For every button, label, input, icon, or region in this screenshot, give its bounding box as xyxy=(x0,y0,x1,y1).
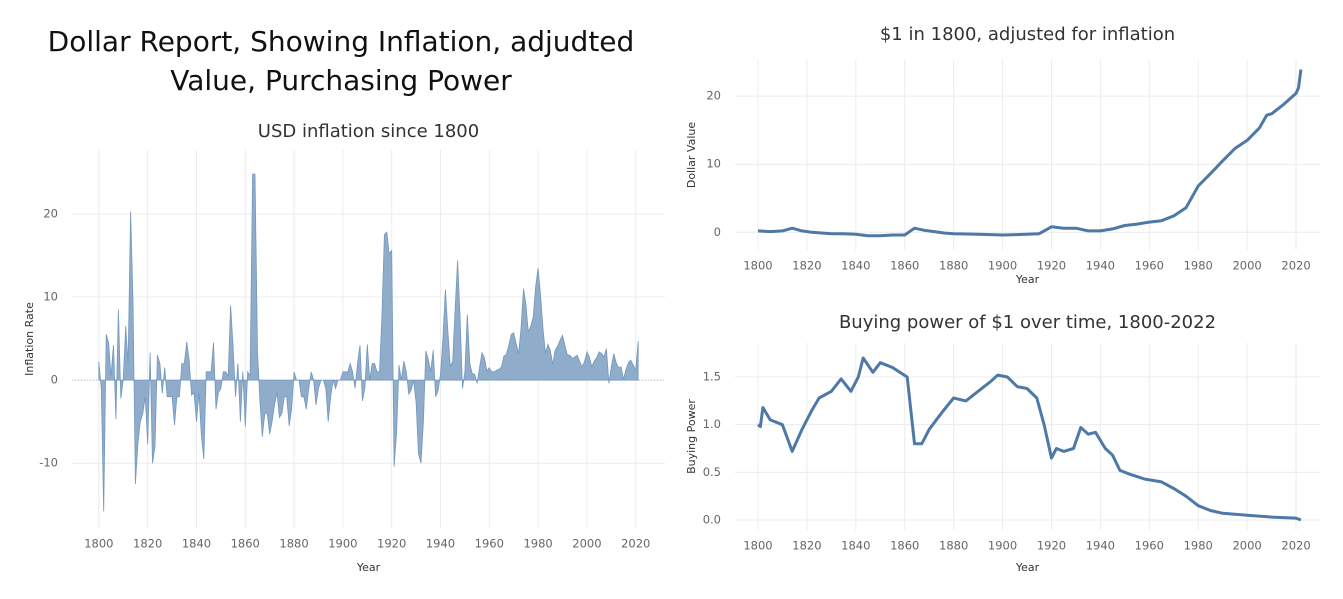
y-axis-label: Inflation Rate xyxy=(23,302,36,376)
x-tick-label: 1960 xyxy=(1135,539,1164,553)
chart-title: USD inflation since 1800 xyxy=(258,121,479,142)
x-tick-label: 1880 xyxy=(279,537,308,551)
x-tick-label: 1800 xyxy=(743,259,772,273)
x-axis-label: Year xyxy=(1015,561,1040,574)
line xyxy=(757,356,1302,522)
x-tick-label: 2000 xyxy=(572,537,601,551)
y-tick-label: 0 xyxy=(51,373,58,387)
line xyxy=(757,69,1303,238)
y-tick-label: 0.5 xyxy=(703,465,721,479)
y-tick-label: 10 xyxy=(706,157,721,171)
y-tick-label: 20 xyxy=(43,206,58,220)
x-tick-label: 1920 xyxy=(377,537,406,551)
x-tick-label: 1820 xyxy=(133,537,162,551)
x-tick-label: 2000 xyxy=(1232,259,1261,273)
chart-title: $1 in 1800, adjusted for inflation xyxy=(880,24,1175,45)
x-tick-label: 1860 xyxy=(890,539,919,553)
x-axis-label: Year xyxy=(356,561,381,574)
x-tick-label: 2020 xyxy=(1281,539,1310,553)
x-tick-label: 1920 xyxy=(1037,539,1066,553)
y-axis-label: Dollar Value xyxy=(685,122,698,189)
x-tick-label: 1880 xyxy=(939,539,968,553)
x-tick-label: 1900 xyxy=(328,537,357,551)
x-axis-label: Year xyxy=(1015,273,1040,286)
x-tick-label: 1900 xyxy=(988,259,1017,273)
x-tick-label: 2020 xyxy=(1281,259,1310,273)
x-tick-label: 1840 xyxy=(841,259,870,273)
dashboard-title: Dollar Report, Showing Inflation, adjudt… xyxy=(47,25,635,97)
x-tick-label: 1940 xyxy=(426,537,455,551)
y-tick-label: 0 xyxy=(714,225,721,239)
y-tick-label: 20 xyxy=(706,89,721,103)
y-tick-label: 1.5 xyxy=(703,370,721,384)
x-tick-label: 1820 xyxy=(792,259,821,273)
x-tick-label: 1980 xyxy=(523,537,552,551)
x-tick-label: 1800 xyxy=(743,539,772,553)
x-tick-label: 2000 xyxy=(1232,539,1261,553)
x-tick-label: 1980 xyxy=(1184,539,1213,553)
x-tick-label: 1920 xyxy=(1037,259,1066,273)
x-tick-label: 1900 xyxy=(988,539,1017,553)
y-tick-label: 10 xyxy=(43,290,58,304)
x-tick-label: 1940 xyxy=(1086,539,1115,553)
y-tick-label: -10 xyxy=(39,456,58,470)
y-tick-label: 0.0 xyxy=(703,512,721,526)
x-tick-label: 1840 xyxy=(841,539,870,553)
x-tick-label: 1860 xyxy=(890,259,919,273)
x-tick-label: 1800 xyxy=(84,537,113,551)
x-tick-label: 1880 xyxy=(939,259,968,273)
x-tick-label: 1940 xyxy=(1086,259,1115,273)
x-tick-label: 1820 xyxy=(792,539,821,553)
x-tick-label: 1860 xyxy=(231,537,260,551)
area xyxy=(98,173,639,512)
x-tick-label: 1960 xyxy=(475,537,504,551)
x-tick-label: 1840 xyxy=(182,537,211,551)
x-tick-label: 1980 xyxy=(1184,259,1213,273)
y-axis-label: Buying Power xyxy=(685,399,698,474)
chart-title: Buying power of $1 over time, 1800-2022 xyxy=(839,312,1216,333)
x-tick-label: 1960 xyxy=(1135,259,1164,273)
y-tick-label: 1.0 xyxy=(703,417,721,431)
x-tick-label: 2020 xyxy=(621,537,650,551)
